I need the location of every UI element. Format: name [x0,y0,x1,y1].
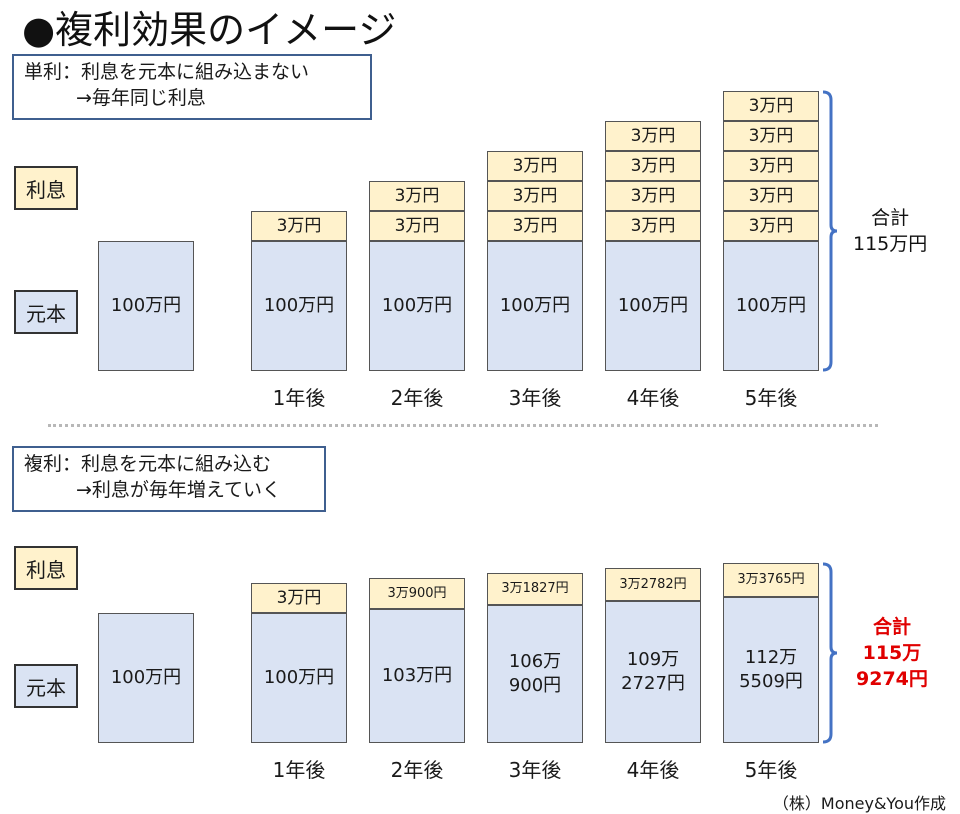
compound-principal-bar: 109万 2727円 [605,601,701,743]
simple-total-value: 115万円 [853,233,928,255]
simple-explanation-line1: 単利：利息を元本に組み込まない [24,61,310,83]
compound-interest-bar: 3万円 [251,583,347,613]
compound-total-brace [822,562,838,744]
compound-explanation-line2: →利息が毎年増えていく [76,479,281,501]
compound-year-label: 5年後 [744,758,798,782]
simple-interest-bar: 3万円 [723,121,819,151]
compound-year-label: 2年後 [390,758,444,782]
simple-interest-bar: 3万円 [369,211,465,241]
simple-interest-bar: 3万円 [723,151,819,181]
page-title: ●複利効果のイメージ [22,8,397,52]
simple-interest-bar: 3万円 [487,181,583,211]
compound-principal-bar: 100万円 [98,613,194,743]
simple-interest-bar: 3万円 [605,151,701,181]
compound-year-label: 4年後 [626,758,680,782]
simple-legend-principal: 元本 [14,290,78,334]
simple-year-label: 4年後 [626,386,680,410]
simple-interest-bar: 3万円 [251,211,347,241]
compound-legend-interest: 利息 [14,546,78,590]
simple-total-brace [822,90,838,372]
simple-interest-explanation: 単利：利息を元本に組み込まない →毎年同じ利息 [12,54,372,120]
compound-total: 合計 115万 9274円 [856,614,928,692]
section-divider [48,424,878,427]
compound-total-value: 9274円 [856,668,928,690]
compound-year-label: 3年後 [508,758,562,782]
compound-interest-bar: 3万3765円 [723,563,819,597]
simple-principal-bar: 100万円 [369,241,465,371]
simple-year-label: 1年後 [272,386,326,410]
simple-year-label: 3年後 [508,386,562,410]
compound-interest-explanation: 複利：利息を元本に組み込む →利息が毎年増えていく [12,446,326,512]
simple-interest-bar: 3万円 [605,181,701,211]
compound-year-label: 1年後 [272,758,326,782]
compound-explanation-line1: 複利：利息を元本に組み込む [24,453,272,475]
simple-principal-bar: 100万円 [605,241,701,371]
simple-interest-bar: 3万円 [723,211,819,241]
simple-interest-bar: 3万円 [369,181,465,211]
simple-year-label: 2年後 [390,386,444,410]
compound-interest-bar: 3万900円 [369,578,465,609]
credit-text: （株）Money&You作成 [772,794,946,813]
simple-interest-bar: 3万円 [487,151,583,181]
simple-interest-bar: 3万円 [605,211,701,241]
simple-year-label: 5年後 [744,386,798,410]
simple-total: 合計 115万円 [853,205,927,257]
simple-principal-bar: 100万円 [98,241,194,371]
simple-total-label: 合計 [871,207,910,229]
simple-interest-bar: 3万円 [723,181,819,211]
compound-principal-bar: 103万円 [369,609,465,743]
simple-interest-bar: 3万円 [605,121,701,151]
compound-interest-bar: 3万1827円 [487,573,583,605]
simple-interest-bar: 3万円 [487,211,583,241]
compound-principal-bar: 106万 900円 [487,605,583,743]
simple-interest-bar: 3万円 [723,91,819,121]
compound-legend-principal: 元本 [14,664,78,708]
compound-total-value: 115万 [862,642,922,664]
simple-principal-bar: 100万円 [251,241,347,371]
simple-explanation-line2: →毎年同じ利息 [76,87,206,109]
simple-principal-bar: 100万円 [723,241,819,371]
simple-legend-interest: 利息 [14,166,78,210]
compound-interest-bar: 3万2782円 [605,568,701,601]
compound-principal-bar: 100万円 [251,613,347,743]
compound-total-label: 合計 [872,616,911,638]
simple-principal-bar: 100万円 [487,241,583,371]
compound-principal-bar: 112万 5509円 [723,597,819,743]
